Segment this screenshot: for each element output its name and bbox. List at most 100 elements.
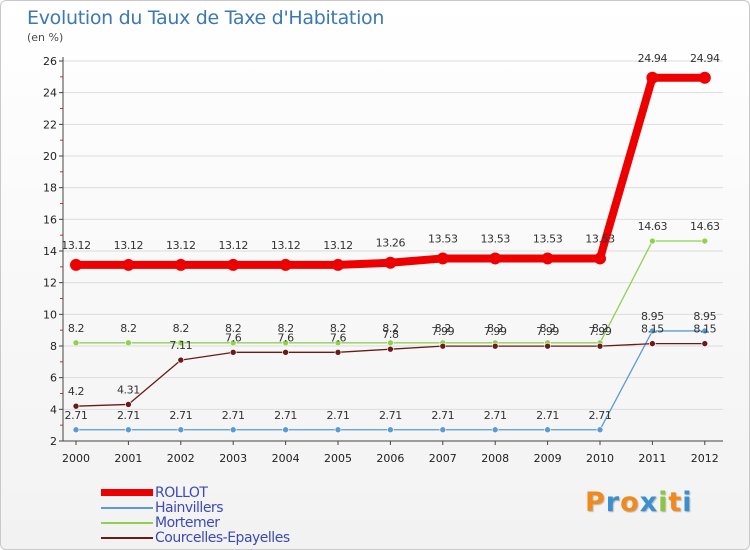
data-label: 8.2 xyxy=(68,322,84,335)
data-label: 7.6 xyxy=(225,331,242,344)
x-tick-label: 2007 xyxy=(429,452,457,465)
data-label: 2.71 xyxy=(484,409,507,422)
data-label: 24.94 xyxy=(638,52,668,65)
legend-label: Mortemer xyxy=(155,514,220,531)
data-label: 7.99 xyxy=(589,325,612,338)
data-point xyxy=(334,426,342,434)
data-point xyxy=(282,349,289,356)
data-label: 13.12 xyxy=(271,239,301,252)
y-tick-label: 24 xyxy=(43,87,57,100)
data-label: 8.15 xyxy=(693,323,716,336)
data-label: 2.71 xyxy=(536,409,559,422)
data-label: 7.99 xyxy=(431,325,454,338)
y-tick-label: 14 xyxy=(43,245,57,258)
x-tick-label: 2008 xyxy=(481,452,509,465)
x-tick-label: 2004 xyxy=(272,452,300,465)
data-label: 2.71 xyxy=(589,409,612,422)
data-label: 2.71 xyxy=(169,409,192,422)
data-label: 13.53 xyxy=(585,232,615,245)
series-layer xyxy=(70,71,711,434)
legend-item: Hainvillers xyxy=(101,499,290,516)
data-point xyxy=(122,258,135,271)
y-tick-label: 8 xyxy=(50,340,57,353)
legend-item: ROLLOT xyxy=(101,484,290,501)
data-point xyxy=(596,426,604,434)
data-point xyxy=(387,345,394,353)
data-point xyxy=(436,252,449,265)
y-tick-label: 18 xyxy=(43,182,57,195)
y-tick-label: 16 xyxy=(43,213,57,226)
data-label: 8.2 xyxy=(487,322,503,335)
data-point xyxy=(701,340,709,347)
data-point xyxy=(125,339,132,347)
data-label: 8.2 xyxy=(435,322,451,335)
data-label: 2.71 xyxy=(117,409,140,422)
data-point xyxy=(70,258,82,271)
y-tick-label: 4 xyxy=(50,403,57,416)
data-point xyxy=(544,426,551,434)
data-point xyxy=(646,71,659,84)
data-label: 13.12 xyxy=(166,239,196,252)
data-label-layer: 13.12 13.12 13.12 13.12 13.12 13.12 13.26 13.53… xyxy=(61,52,720,422)
data-point xyxy=(125,401,132,408)
x-tick-label: 2010 xyxy=(586,452,614,465)
data-point xyxy=(387,426,394,434)
data-label: 7.6 xyxy=(277,331,294,344)
legend-label: Hainvillers xyxy=(155,499,224,516)
data-label: 13.26 xyxy=(376,237,406,250)
x-tick-label: 2006 xyxy=(376,452,404,465)
data-label: 8.2 xyxy=(173,322,189,335)
data-label: 4.31 xyxy=(117,383,140,396)
data-label: 8.2 xyxy=(120,322,136,335)
data-label: 13.53 xyxy=(480,232,510,245)
data-label: 4.2 xyxy=(68,385,84,398)
data-point xyxy=(491,342,499,350)
data-point xyxy=(649,340,656,347)
data-point xyxy=(229,426,237,434)
legend-swatch xyxy=(101,506,153,509)
data-point xyxy=(439,426,447,434)
data-label: 8.2 xyxy=(225,322,241,335)
legend-label: ROLLOT xyxy=(155,484,208,501)
data-label: 14.63 xyxy=(690,220,720,233)
data-point xyxy=(594,252,606,265)
data-label: 14.63 xyxy=(638,220,668,233)
data-point xyxy=(384,256,397,269)
data-label: 13.53 xyxy=(533,232,563,245)
data-label: 13.53 xyxy=(428,232,458,245)
y-tick-label: 20 xyxy=(43,150,57,163)
chart-unit-label: (en %) xyxy=(27,31,64,44)
data-label: 7.99 xyxy=(484,325,507,338)
data-label: 7.99 xyxy=(536,325,559,338)
y-tick-label: 26 xyxy=(43,55,57,68)
data-point xyxy=(177,356,185,364)
x-tick-label: 2005 xyxy=(324,452,352,465)
data-label: 13.12 xyxy=(323,239,353,252)
x-tick-label: 2011 xyxy=(638,452,666,465)
y-tick-label: 10 xyxy=(43,308,57,321)
legend-swatch xyxy=(101,536,153,539)
data-point xyxy=(177,426,185,434)
x-tick-label: 2009 xyxy=(534,452,562,465)
y-tick-label: 12 xyxy=(43,277,57,290)
data-point xyxy=(177,339,185,347)
data-label: 24.94 xyxy=(690,52,720,65)
data-point xyxy=(489,252,502,265)
legend-label: Courcelles-Epayelles xyxy=(155,529,290,546)
data-point xyxy=(698,71,711,84)
data-point xyxy=(544,342,551,350)
legend-swatch xyxy=(101,521,153,524)
data-label: 8.2 xyxy=(592,322,608,335)
data-point xyxy=(229,349,237,356)
data-label: 8.2 xyxy=(330,322,346,335)
data-point xyxy=(541,252,554,265)
data-point xyxy=(334,339,342,347)
data-label: 2.71 xyxy=(379,409,402,422)
data-label: 8.95 xyxy=(641,310,664,323)
data-point xyxy=(174,258,187,271)
data-point xyxy=(227,258,240,271)
x-tick-label: 2001 xyxy=(114,452,142,465)
data-point xyxy=(72,402,80,410)
